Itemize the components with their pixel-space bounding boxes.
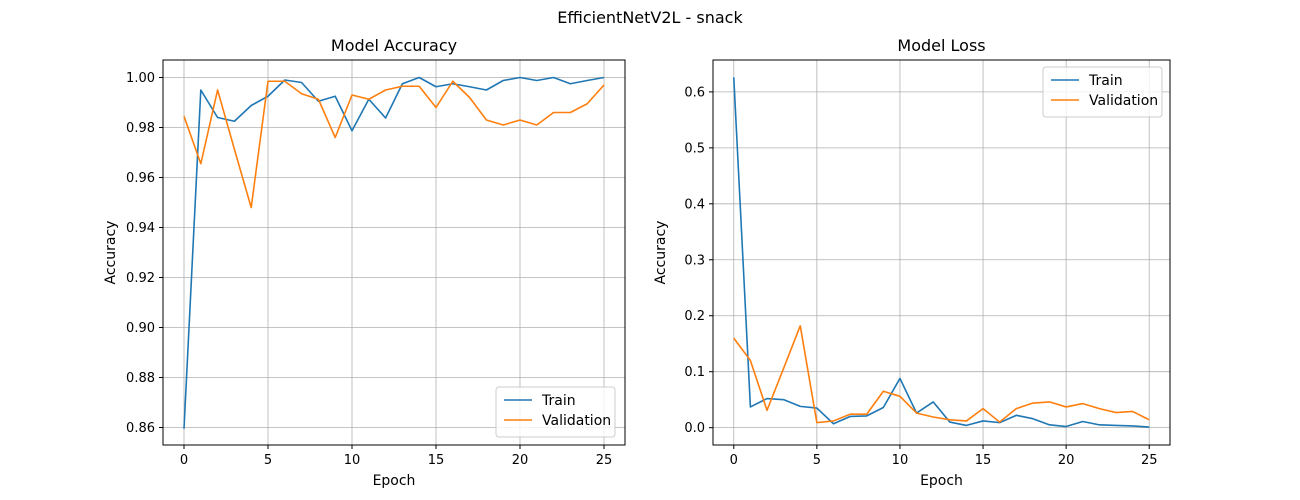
x-axis-label: Epoch — [373, 473, 416, 489]
chart-title: Model Loss — [897, 36, 985, 55]
x-tick-label: 25 — [596, 453, 613, 468]
x-tick-label: 5 — [813, 453, 821, 468]
x-tick-label: 15 — [975, 453, 992, 468]
series-line-train — [183, 76, 605, 429]
x-tick-label: 15 — [428, 453, 445, 468]
y-tick-label: 0.4 — [684, 197, 705, 212]
legend-label-validation: Validation — [542, 413, 611, 429]
series-line-validation — [183, 80, 605, 209]
y-tick-label: 0.3 — [684, 253, 705, 268]
x-tick-label: 0 — [730, 453, 738, 468]
x-tick-label: 25 — [1141, 453, 1158, 468]
y-tick-label: 0.88 — [126, 371, 155, 386]
x-tick-label: 20 — [512, 453, 529, 468]
y-tick-label: 0.90 — [126, 321, 155, 336]
y-tick-label: 0.1 — [684, 365, 705, 380]
figure-title: EfficientNetV2L - snack — [557, 8, 743, 27]
y-tick-label: 1.00 — [126, 71, 155, 86]
legend-label-train: Train — [1088, 73, 1123, 89]
legend-label-train: Train — [541, 393, 576, 409]
plot-frame — [712, 59, 1171, 446]
y-tick-label: 0.2 — [684, 309, 705, 324]
plot-frame — [162, 59, 626, 446]
chart-title: Model Accuracy — [331, 36, 457, 55]
x-axis-label: Epoch — [920, 473, 963, 489]
loss-chart: 0 5 10 15 20 25 0.0 0.1 0.2 0.3 0.4 0.5 0.6 Model Los… — [653, 36, 1171, 489]
y-tick-label: 0.0 — [684, 421, 705, 436]
x-tick-label: 20 — [1058, 453, 1075, 468]
legend-label-validation: Validation — [1089, 93, 1158, 109]
x-tick-label: 0 — [180, 453, 188, 468]
series-line-train — [732, 77, 1150, 428]
y-tick-label: 0.6 — [684, 85, 705, 100]
x-tick-label: 10 — [892, 453, 909, 468]
y-tick-label: 0.92 — [126, 271, 155, 286]
legend: Train Validation — [1042, 66, 1163, 118]
accuracy-chart: 0 5 10 15 20 25 0.86 0.88 0.90 0.92 0.94 0.96 0.98 1.… — [103, 36, 626, 489]
y-axis-label: Accuracy — [653, 221, 669, 285]
y-tick-label: 0.96 — [126, 171, 155, 186]
legend: Train Validation — [495, 386, 616, 438]
y-axis-label: Accuracy — [103, 221, 119, 285]
y-tick-label: 0.86 — [126, 421, 155, 436]
y-tick-label: 0.5 — [684, 141, 705, 156]
y-tick-label: 0.94 — [126, 221, 155, 236]
x-tick-label: 10 — [344, 453, 361, 468]
y-tick-label: 0.98 — [126, 121, 155, 136]
x-tick-label: 5 — [264, 453, 272, 468]
series-line-validation — [733, 325, 1150, 424]
